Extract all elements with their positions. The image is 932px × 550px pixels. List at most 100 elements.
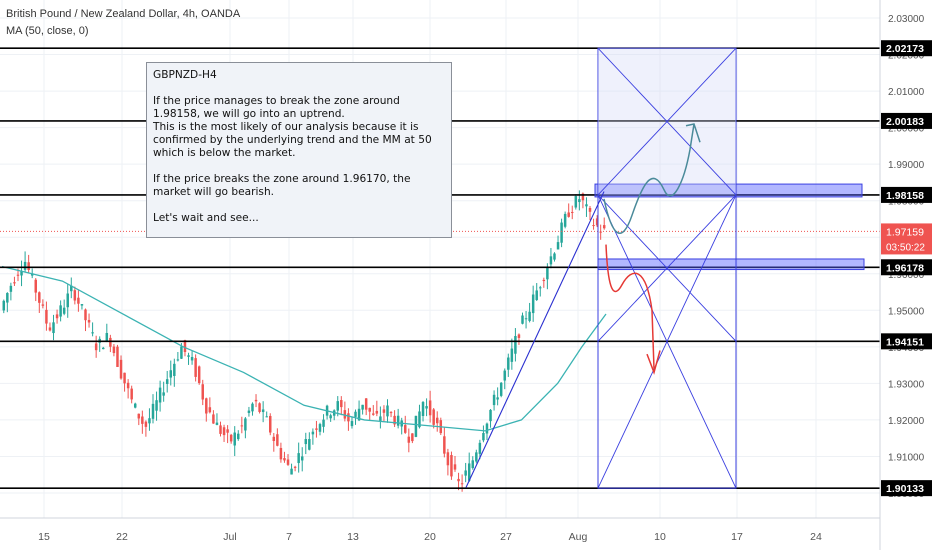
candle-body	[304, 439, 308, 445]
price-tick-label: 2.03000	[888, 14, 925, 25]
note-spacer	[153, 82, 445, 95]
level-price-label: 1.94151	[886, 336, 924, 348]
candle-body	[432, 409, 435, 425]
candle-body	[435, 417, 439, 424]
candle-body	[30, 273, 34, 276]
note-paragraph: If the price manages to break the zone a…	[153, 95, 400, 120]
level-price-label: 1.90133	[886, 483, 924, 495]
candle-body	[91, 332, 94, 334]
candle-body	[347, 413, 350, 422]
candle-body	[418, 411, 421, 428]
time-tick-label: 22	[116, 531, 128, 543]
candle-body	[425, 406, 428, 409]
candle-body	[421, 402, 425, 417]
candle-body	[460, 483, 464, 485]
candle-body	[229, 434, 233, 442]
candle-body	[311, 431, 315, 435]
candle-body	[492, 394, 496, 406]
candle-body	[254, 399, 258, 402]
candle-body	[446, 452, 450, 466]
candle-body	[205, 398, 208, 414]
level-price-label: 2.02173	[886, 43, 924, 55]
candle-body	[386, 405, 389, 417]
candle-body	[226, 429, 229, 433]
bearish-arrow-head	[646, 350, 661, 375]
candle-body	[315, 428, 318, 430]
candle-body	[73, 290, 77, 301]
candle-body	[112, 346, 116, 354]
level-price-tag	[881, 186, 932, 203]
candle-body	[183, 340, 187, 353]
price-tick-label: 1.99000	[888, 160, 925, 171]
candle-body	[293, 466, 297, 468]
candle-body	[116, 346, 119, 367]
candle-body	[379, 416, 382, 421]
candle-body	[489, 409, 492, 422]
candle-body	[187, 355, 190, 357]
projection-diagonal	[597, 194, 737, 342]
candle-body	[276, 434, 279, 446]
candle-body	[80, 304, 84, 306]
candle-body	[215, 422, 219, 425]
level-price-tag	[881, 259, 932, 276]
candle-body	[372, 413, 375, 415]
analysis-note[interactable]: GBPNZD-H4 If the price manages to break …	[146, 62, 452, 238]
candle-body	[180, 346, 183, 359]
candle-body	[482, 433, 485, 441]
bullish-path	[603, 149, 691, 234]
candle-body	[464, 470, 467, 476]
candle-body	[574, 196, 578, 208]
candle-body	[233, 432, 236, 446]
ma50-line	[1, 265, 607, 432]
candle-body	[340, 400, 343, 408]
candle-body	[126, 382, 130, 389]
bullish-arrow-head	[685, 123, 701, 150]
time-tick-label: 24	[810, 531, 822, 543]
symbol-title: British Pound / New Zealand Dollar, 4h, …	[6, 8, 241, 20]
candle-body	[2, 300, 6, 311]
candle-body	[212, 414, 215, 424]
candle-body	[237, 433, 240, 440]
level-price-label: 1.98158	[886, 190, 924, 202]
candle-body	[87, 319, 91, 323]
candle-body	[190, 357, 194, 361]
candle-body	[102, 347, 105, 350]
candle-body	[240, 425, 244, 427]
candle-body	[48, 327, 52, 331]
candle-body	[144, 421, 148, 427]
candle-body	[539, 287, 542, 289]
level-price-label: 2.00183	[886, 116, 924, 128]
candle-body	[169, 370, 173, 378]
price-tick-label: 2.01000	[888, 87, 925, 98]
candle-body	[176, 359, 180, 361]
candle-body	[194, 358, 197, 377]
candle-body	[300, 456, 304, 461]
candle-body	[201, 384, 204, 400]
price-tick-label: 1.92000	[888, 416, 925, 427]
candle-body	[27, 262, 30, 271]
price-tick-label: 1.91000	[888, 452, 925, 463]
time-tick-label: 27	[500, 531, 512, 543]
candle-body	[94, 343, 98, 351]
time-tick-label: 20	[424, 531, 436, 543]
candle-body	[84, 309, 87, 321]
candle-body	[165, 379, 169, 384]
candle-body	[560, 222, 563, 243]
candle-body	[261, 409, 265, 413]
candle-body	[549, 256, 553, 265]
candle-body	[148, 418, 151, 424]
candle-body	[364, 398, 368, 410]
level-price-tag	[881, 333, 932, 350]
candle-body	[350, 421, 354, 427]
candle-body	[222, 427, 226, 436]
candle-body	[16, 274, 20, 276]
candle-body	[542, 279, 546, 282]
candle-body	[368, 407, 371, 412]
candle-body	[283, 458, 286, 461]
candle-body	[414, 415, 418, 437]
current-price-tag	[881, 223, 932, 255]
candle-body	[581, 193, 585, 201]
candle-body	[478, 442, 482, 454]
price-axis: 1.900001.910001.920001.930001.940001.950…	[879, 0, 932, 550]
